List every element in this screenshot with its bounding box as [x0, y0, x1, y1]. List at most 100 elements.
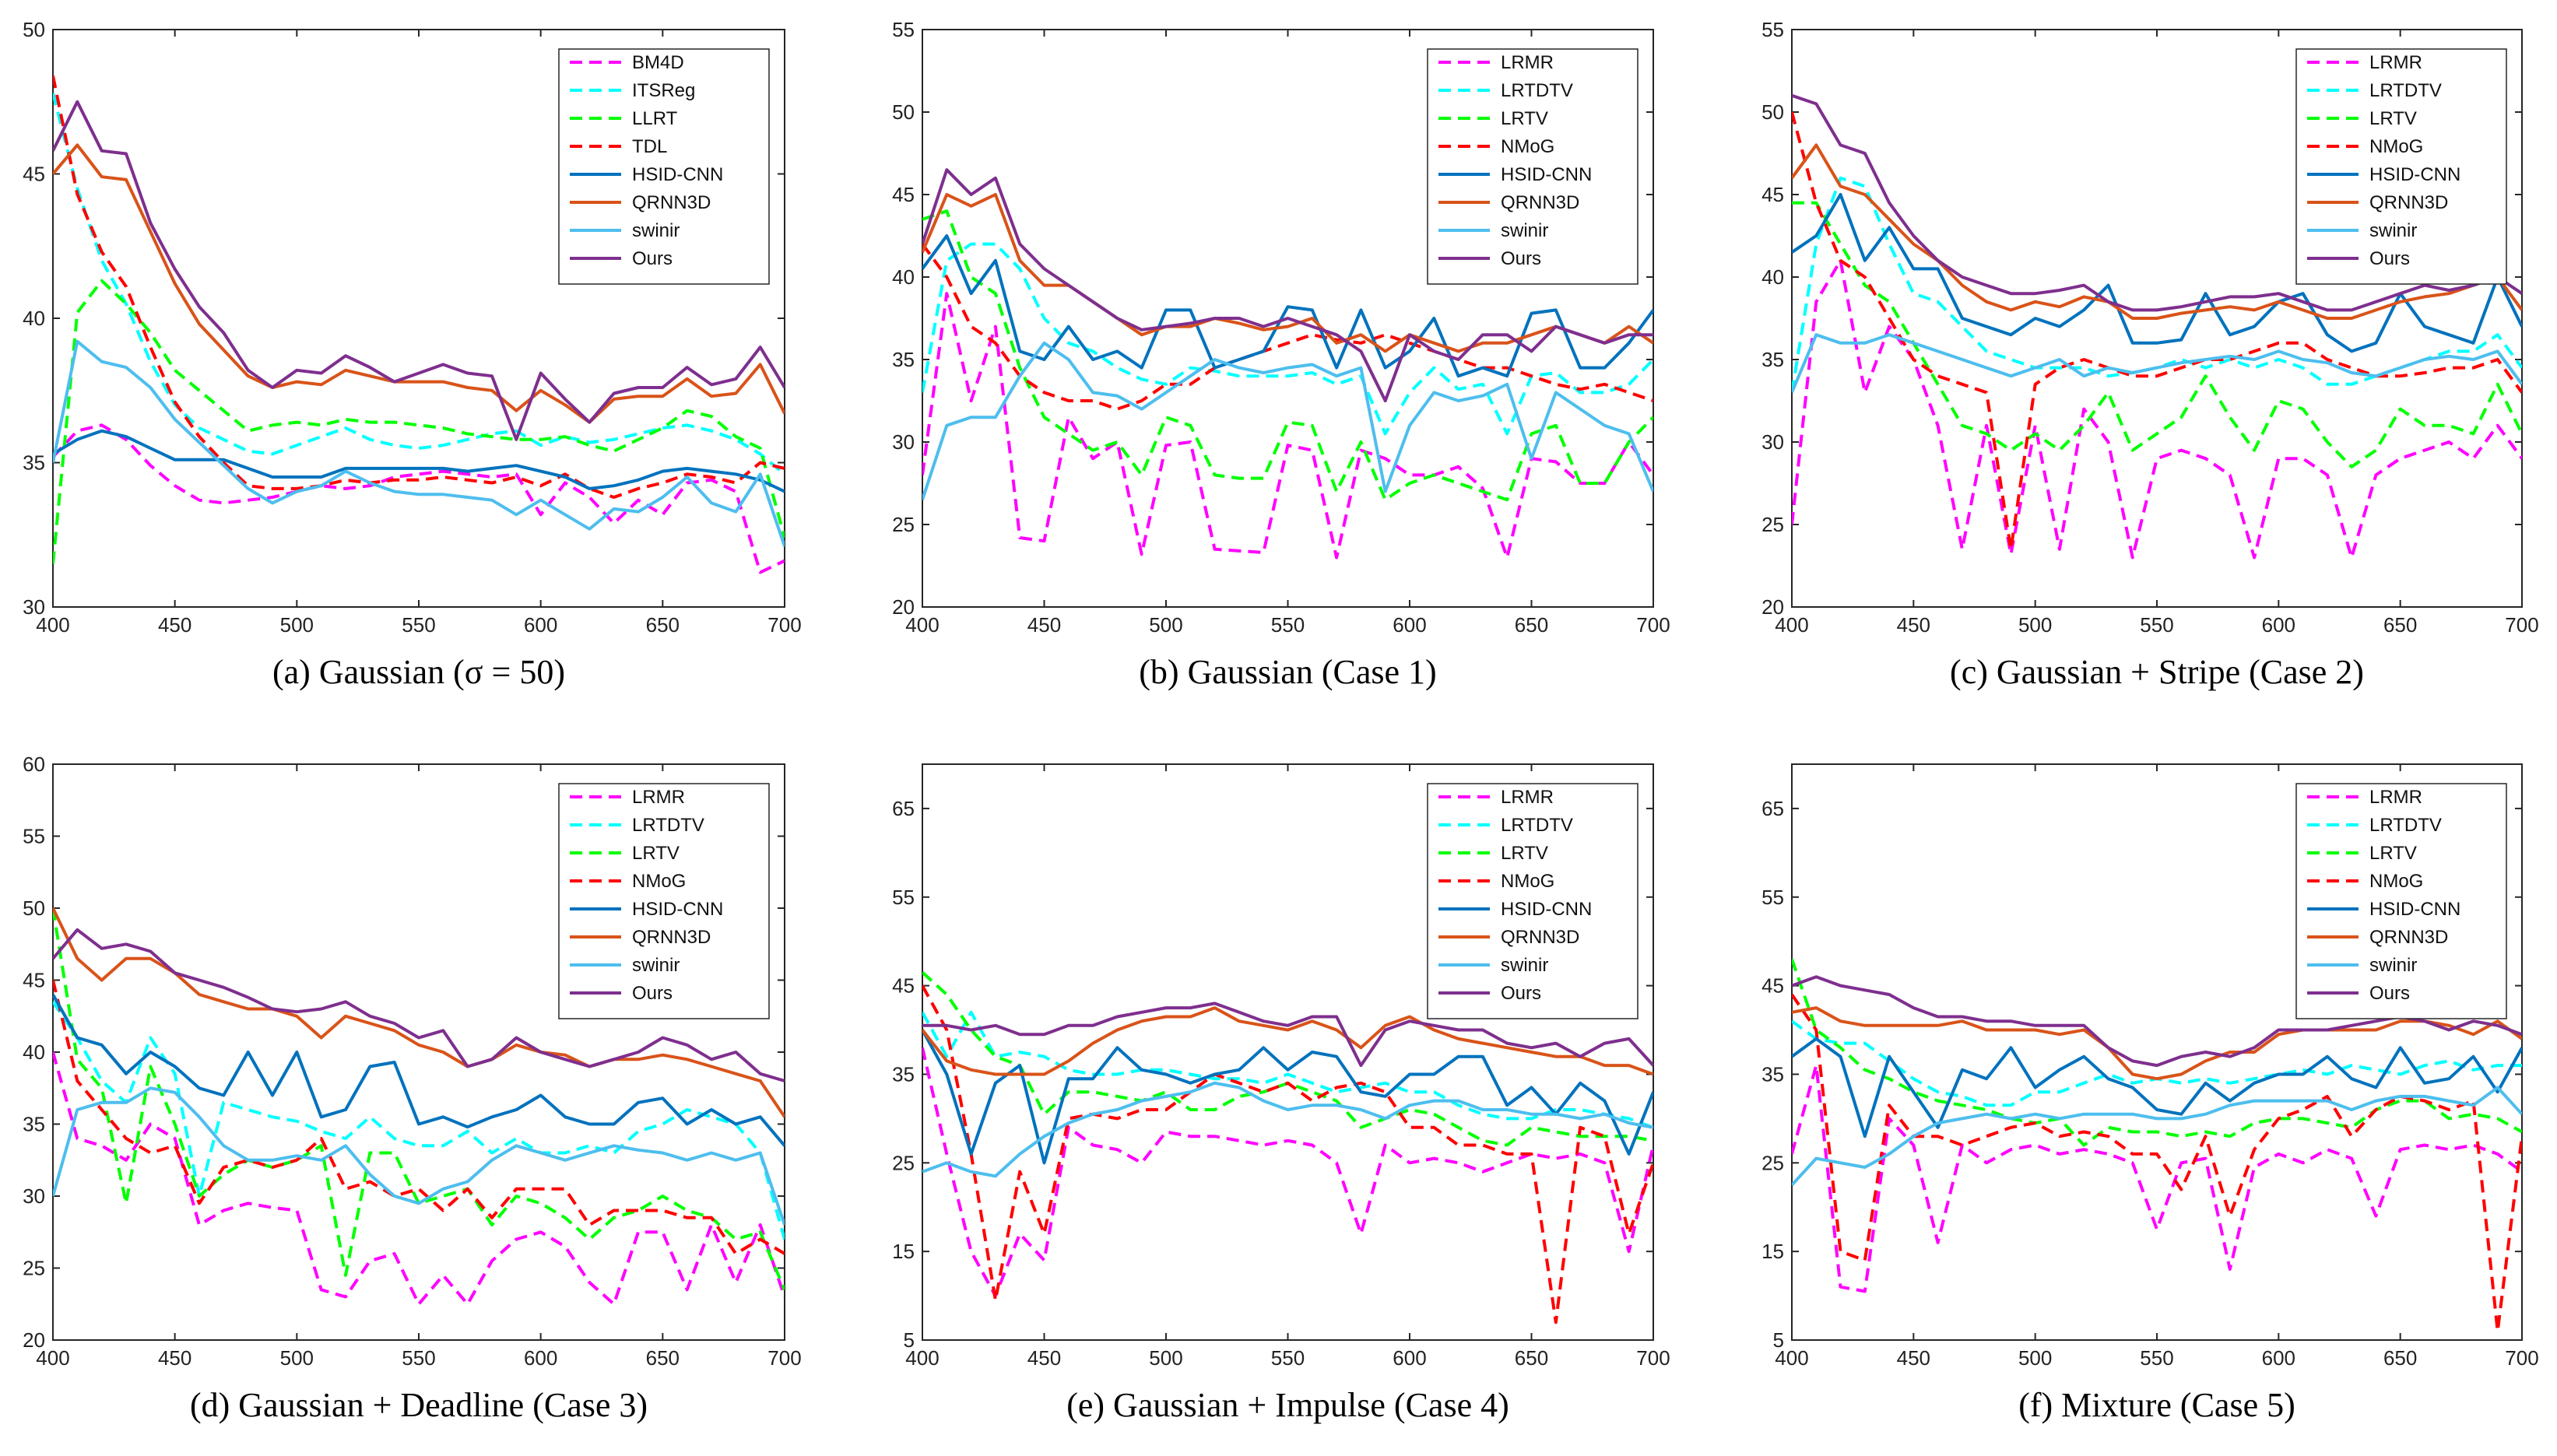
series-line-tdl — [53, 75, 785, 499]
legend-label: QRNN3D — [632, 192, 711, 213]
panel-caption: (f) Mixture (Case 5) — [2018, 1386, 2295, 1424]
panel-caption: (c) Gaussian + Stripe (Case 2) — [1950, 653, 2364, 691]
series-line-swinir — [922, 341, 1653, 500]
y-tick-label: 15 — [892, 1240, 915, 1263]
x-tick-label: 650 — [1515, 613, 1548, 637]
legend-label: HSID-CNN — [2369, 164, 2460, 185]
y-tick-label: 35 — [892, 1062, 915, 1086]
series-line-itsreg — [53, 93, 785, 475]
y-tick-label: 5 — [1773, 1328, 1784, 1352]
series-line-qrnn3d — [1792, 1006, 2522, 1081]
x-tick-label: 700 — [767, 1346, 801, 1370]
x-tick-label: 650 — [2383, 613, 2417, 637]
x-tick-label: 450 — [158, 1346, 191, 1370]
legend-label: swinir — [2369, 955, 2417, 976]
series-line-hsid-cnn — [53, 994, 785, 1147]
legend-label: LRMR — [1501, 787, 1554, 808]
legend-label: NMoG — [632, 871, 686, 892]
legend-label: Ours — [1501, 248, 1541, 269]
legend-box — [2295, 48, 2507, 285]
x-tick-label: 450 — [1027, 1346, 1061, 1370]
series-line-swinir — [1792, 1086, 2522, 1187]
y-tick-label: 55 — [892, 18, 915, 41]
y-tick-label: 30 — [1761, 430, 1784, 454]
x-tick-label: 700 — [2505, 1346, 2538, 1370]
x-tick-label: 500 — [1149, 613, 1182, 637]
legend-label: LRTDTV — [2369, 815, 2442, 836]
legend-label: QRNN3D — [1501, 192, 1579, 213]
y-tick-label: 40 — [23, 1040, 45, 1064]
legend-label: LRTV — [2369, 843, 2417, 864]
y-tick-label: 25 — [892, 1151, 915, 1174]
panel-caption: (a) Gaussian (σ = 50) — [272, 653, 565, 691]
y-tick-label: 25 — [1761, 513, 1784, 536]
x-tick-label: 600 — [2262, 613, 2295, 637]
x-tick-label: 600 — [2262, 1346, 2295, 1370]
series-line-hsid-cnn — [53, 429, 785, 493]
legend-label: NMoG — [1501, 871, 1554, 892]
chart-panel-b: 400 450 500 550 600 650 700 20 25 30 35 40 45 50 55 LRM… — [892, 18, 1670, 691]
y-tick-label: 20 — [1761, 595, 1784, 619]
series-line-llrt — [53, 279, 785, 564]
y-tick-label: 55 — [1761, 18, 1784, 41]
legend-label: HSID-CNN — [2369, 899, 2460, 920]
legend-label: Ours — [632, 248, 673, 269]
panel-caption: (e) Gaussian + Impulse (Case 4) — [1066, 1386, 1509, 1424]
legend-box — [1427, 783, 1639, 1019]
x-tick-label: 450 — [1897, 1346, 1930, 1370]
chart-panel-a: 400 450 500 550 600 650 700 30 35 40 45 50 BM4D ITSRe… — [23, 18, 802, 691]
y-tick-label: 35 — [1761, 1062, 1784, 1086]
legend-label: QRNN3D — [2369, 927, 2448, 948]
legend-label: LRMR — [1501, 52, 1554, 73]
x-tick-label: 700 — [767, 613, 801, 637]
series-line-lrmr — [1792, 1064, 2522, 1293]
legend-label: HSID-CNN — [632, 164, 723, 185]
legend-label: HSID-CNN — [1501, 899, 1592, 920]
legend-box — [558, 783, 770, 1019]
x-tick-label: 550 — [1271, 1346, 1305, 1370]
x-tick-label: 400 — [36, 1346, 69, 1370]
legend-label: Ours — [2369, 983, 2410, 1004]
y-tick-label: 30 — [23, 595, 45, 619]
legend-label: QRNN3D — [632, 927, 711, 948]
x-tick-label: 450 — [1027, 613, 1061, 637]
legend-label: HSID-CNN — [632, 899, 723, 920]
y-tick-label: 35 — [892, 348, 915, 371]
x-tick-label: 500 — [2018, 613, 2052, 637]
x-tick-label: 650 — [646, 1346, 680, 1370]
legend-label: swinir — [1501, 220, 1548, 241]
legend-label: swinir — [632, 955, 680, 976]
legend-label: NMoG — [2369, 136, 2423, 157]
x-tick-label: 400 — [36, 613, 69, 637]
x-tick-label: 550 — [402, 1346, 435, 1370]
x-tick-label: 500 — [280, 613, 314, 637]
x-tick-label: 650 — [646, 613, 680, 637]
panel-caption: (b) Gaussian (Case 1) — [1139, 653, 1436, 691]
x-tick-label: 400 — [905, 613, 939, 637]
legend-label: LRTV — [632, 843, 680, 864]
y-tick-label: 55 — [23, 825, 45, 848]
x-tick-label: 700 — [1636, 613, 1670, 637]
x-tick-label: 500 — [2018, 1346, 2052, 1370]
y-tick-label: 50 — [23, 896, 45, 920]
legend-label: LRMR — [2369, 52, 2422, 73]
series-line-nmog — [922, 984, 1653, 1324]
y-tick-label: 25 — [1761, 1151, 1784, 1174]
y-tick-label: 20 — [892, 595, 915, 619]
series-line-ours — [1792, 93, 2522, 312]
legend-label: BM4D — [632, 52, 684, 73]
series-line-hsid-cnn — [1792, 1037, 2522, 1138]
legend-label: QRNN3D — [2369, 192, 2448, 213]
legend-label: LRTV — [1501, 108, 1548, 129]
y-tick-label: 50 — [23, 18, 45, 41]
series-line-qrnn3d — [922, 193, 1653, 353]
legend-label: NMoG — [1501, 136, 1554, 157]
x-tick-label: 600 — [1393, 613, 1426, 637]
x-tick-label: 650 — [2383, 1346, 2417, 1370]
y-tick-label: 45 — [23, 969, 45, 992]
legend-box — [1427, 48, 1639, 285]
y-tick-label: 45 — [1761, 974, 1784, 998]
y-tick-label: 35 — [23, 451, 45, 475]
series-line-ours — [53, 928, 785, 1082]
